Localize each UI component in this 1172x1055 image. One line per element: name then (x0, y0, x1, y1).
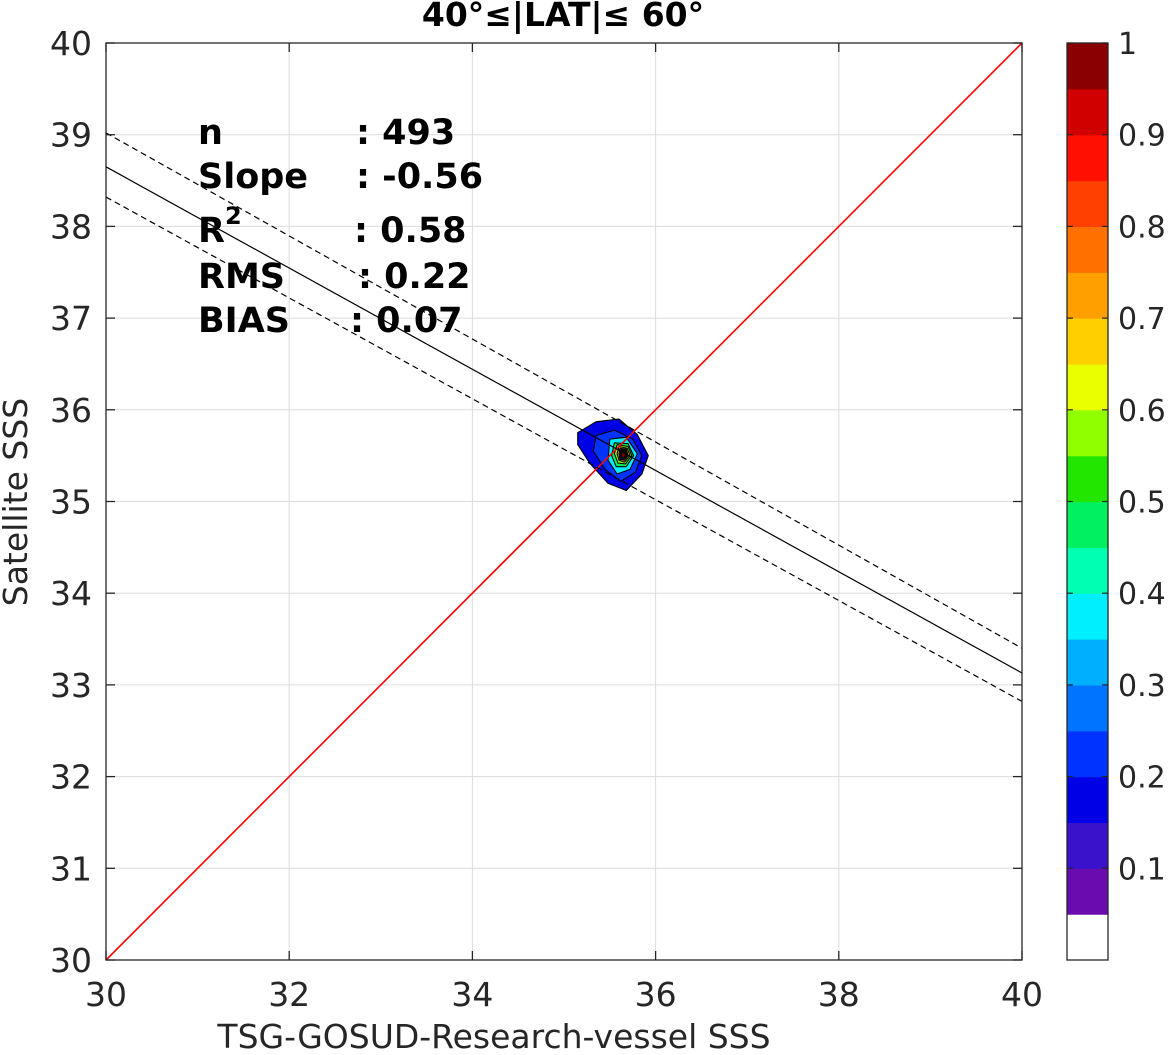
y-axis-label: Satellite SSS (0, 398, 35, 607)
stat-r2-value: : 0.58 (354, 211, 467, 251)
stat-bias-value: : 0.07 (350, 301, 463, 341)
colorbar-segment (1067, 868, 1108, 915)
colorbar-label: 0.1 (1118, 852, 1166, 887)
stat-slope-label: Slope (198, 157, 308, 197)
fit-lines (105, 42, 1023, 961)
stat-r2-sup: 2 (225, 202, 242, 230)
stat-n-label: n (198, 113, 223, 153)
one-to-one-line (105, 42, 1023, 961)
colorbar-label: 1 (1118, 27, 1137, 62)
colorbar-segment (1067, 684, 1108, 732)
y-tick-label: 33 (50, 666, 92, 705)
colorbar-segment (1067, 180, 1108, 227)
colorbar-label: 0.9 (1118, 119, 1166, 154)
colorbar-segment (1067, 547, 1108, 594)
stat-bias-label: BIAS (198, 301, 290, 341)
chart-title: 40°≤|LAT|≤ 60° (422, 0, 704, 34)
colorbar-label: 0.7 (1118, 302, 1166, 337)
grid (106, 43, 1022, 960)
x-axis-label: TSG-GOSUD-Research-vessel SSS (216, 1017, 770, 1055)
colorbar-segment (1067, 88, 1108, 136)
y-tick-label: 38 (50, 207, 92, 246)
regression-line (105, 166, 1023, 674)
stat-slope-value: : -0.56 (356, 157, 483, 197)
stat-rms-label: RMS (198, 257, 285, 297)
colorbar-labels: 0.1 0.2 0.3 0.4 0.5 0.6 0.7 0.8 0.9 1 (1118, 27, 1166, 887)
colorbar-segment (1067, 593, 1108, 640)
plot-area (105, 42, 1023, 961)
colorbar-segment (1067, 134, 1108, 182)
colorbar-segment (1067, 639, 1108, 686)
stat-rms-value: : 0.22 (358, 257, 471, 297)
colorbar-label: 0.2 (1118, 761, 1166, 796)
stat-r2-label: R2 (198, 202, 242, 251)
confidence-bound-line (105, 132, 1023, 649)
y-tick-label: 34 (50, 574, 92, 613)
x-tick-label: 30 (85, 975, 127, 1014)
colorbar-label: 0.4 (1118, 577, 1166, 612)
colorbar-segment (1067, 822, 1108, 869)
colorbar-label: 0.6 (1118, 394, 1166, 429)
y-tick-label: 37 (50, 299, 92, 338)
colorbar-segment (1067, 318, 1108, 365)
y-tick-label: 31 (50, 849, 92, 888)
colorbar-segment (1067, 914, 1108, 961)
x-tick-label: 36 (635, 975, 677, 1014)
stat-n-value: : 493 (356, 113, 455, 153)
y-tick-labels: 30 31 32 33 34 35 36 37 38 39 40 (50, 24, 92, 980)
x-tick-label: 34 (451, 975, 493, 1014)
stats-box: n : 493 Slope : -0.56 R2 : 0.58 RMS : 0.… (198, 113, 483, 341)
x-tick-label: 32 (268, 975, 310, 1014)
x-tick-labels: 30 32 34 36 38 40 (85, 975, 1043, 1014)
colorbar-segment (1067, 226, 1108, 273)
colorbar-label: 0.8 (1118, 210, 1166, 245)
colorbar-segment (1067, 409, 1108, 457)
colorbar (1066, 42, 1109, 961)
y-tick-label: 40 (50, 24, 92, 63)
confidence-bound-line (105, 196, 1023, 702)
colorbar-label: 0.5 (1118, 486, 1166, 521)
colorbar-segment (1067, 455, 1108, 503)
stat-r2-base: R (198, 211, 225, 251)
colorbar-segment (1067, 272, 1108, 319)
colorbar-segment (1067, 363, 1108, 411)
y-tick-label: 32 (50, 758, 92, 797)
y-tick-label: 39 (50, 116, 92, 155)
colorbar-label: 0.3 (1118, 669, 1166, 704)
colorbar-segment (1067, 501, 1108, 548)
colorbar-segment (1067, 43, 1108, 90)
colorbar-segment (1067, 776, 1108, 824)
x-tick-label: 40 (1001, 975, 1043, 1014)
axis-ticks (105, 42, 1023, 961)
y-tick-label: 35 (50, 483, 92, 522)
y-tick-label: 36 (50, 391, 92, 430)
y-tick-label: 30 (50, 941, 92, 980)
colorbar-segment (1067, 730, 1108, 778)
x-tick-label: 38 (818, 975, 860, 1014)
